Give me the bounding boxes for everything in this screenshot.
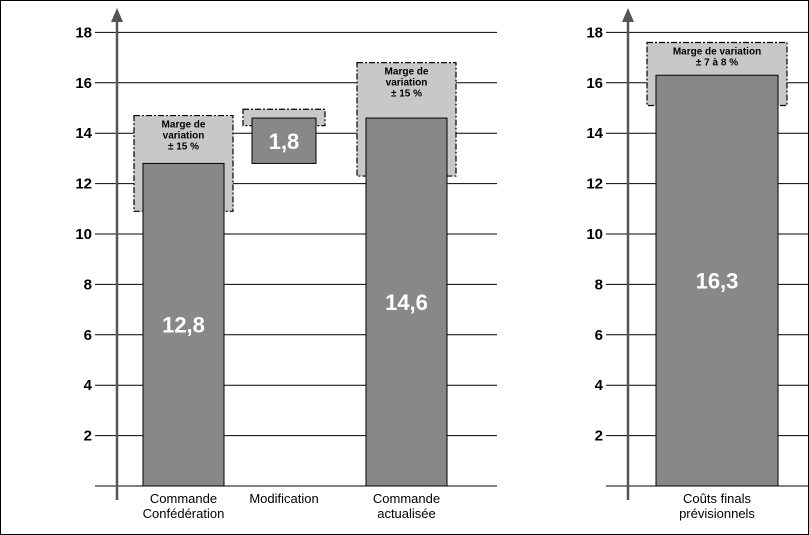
bar-value-label: 16,3 <box>696 269 739 294</box>
y-tick-label: 10 <box>586 226 603 243</box>
margin-label: Marge de <box>385 67 429 78</box>
y-tick-label: 2 <box>595 428 603 445</box>
y-tick-label: 18 <box>586 24 603 41</box>
y-tick-label: 14 <box>586 125 603 142</box>
y-tick-label: 4 <box>84 377 93 394</box>
bar <box>251 117 317 164</box>
category-label: actualisée <box>377 506 436 521</box>
y-tick-label: 18 <box>75 24 92 41</box>
y-tick-label: 14 <box>75 125 92 142</box>
y-tick-label: 10 <box>75 226 92 243</box>
y-axis-arrow-icon <box>111 8 123 22</box>
margin-label: ± 7 à 8 % <box>696 57 738 68</box>
y-tick-label: 8 <box>595 276 603 293</box>
bar-value-label: 14,6 <box>385 290 428 315</box>
category-label: Confédération <box>143 506 225 521</box>
y-tick-label: 2 <box>84 428 92 445</box>
y-tick-label: 16 <box>586 75 603 92</box>
bar <box>142 162 225 487</box>
margin-label: variation <box>163 131 205 142</box>
category-label: Modification <box>249 491 318 506</box>
category-label: Coûts finals <box>683 491 751 506</box>
margin-label: variation <box>386 78 428 89</box>
margin-label: ± 15 % <box>168 142 199 153</box>
y-axis-arrow-icon <box>622 8 634 22</box>
bar <box>655 74 779 487</box>
bar <box>365 117 448 487</box>
y-tick-label: 12 <box>586 176 603 193</box>
margin-label: ± 15 % <box>391 89 422 100</box>
y-tick-label: 6 <box>84 327 92 344</box>
bar-value-label: 12,8 <box>162 313 205 338</box>
margin-label: Marge de <box>162 120 206 131</box>
category-label: prévisionnels <box>679 506 755 521</box>
y-tick-label: 12 <box>75 176 92 193</box>
bar-value-label: 1,8 <box>269 129 300 154</box>
y-tick-label: 8 <box>84 276 92 293</box>
y-tick-label: 16 <box>75 75 92 92</box>
y-tick-label: 6 <box>595 327 603 344</box>
margin-label: Marge de variation <box>673 46 761 57</box>
y-tick-label: 4 <box>595 377 604 394</box>
category-label: Commande <box>373 491 440 506</box>
category-label: Commande <box>150 491 217 506</box>
